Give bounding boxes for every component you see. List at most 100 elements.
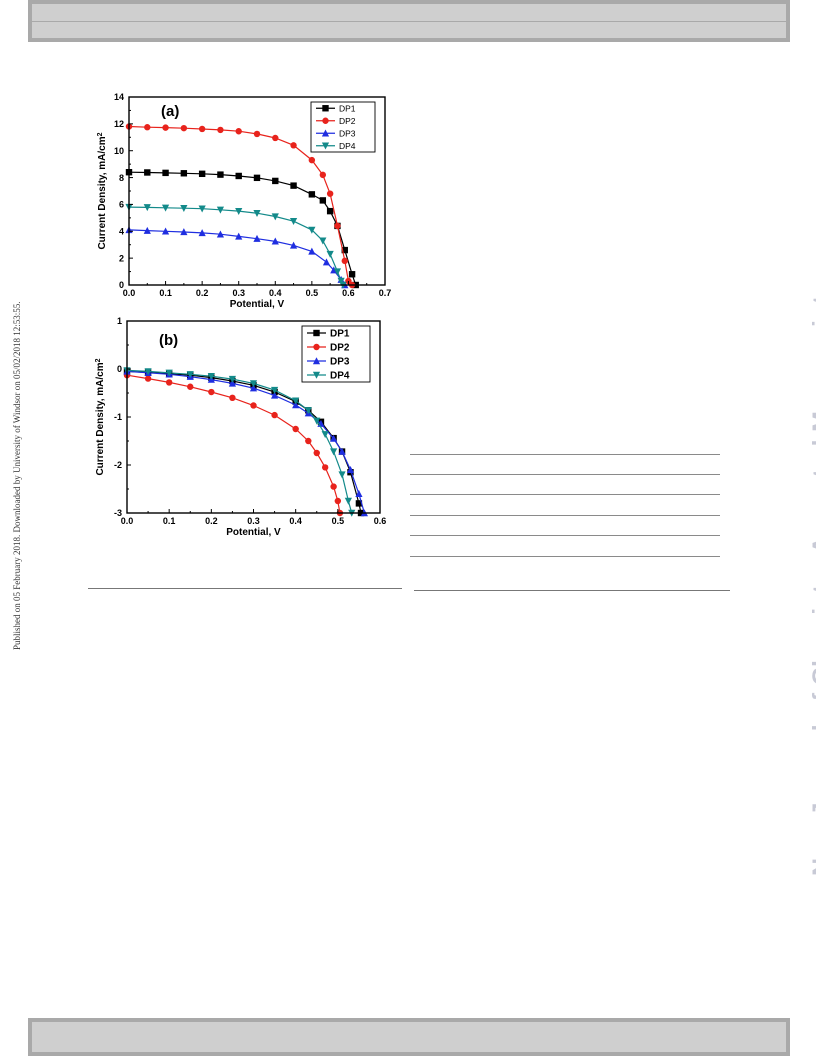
point-a-dp2: [319, 171, 327, 179]
y-axis-label-b: Current Density, mA/cm2: [95, 358, 107, 475]
point-b-dp4: [344, 497, 352, 505]
point-a-dp3: [198, 229, 206, 237]
series-a-dp2: [125, 123, 356, 289]
point-a-dp3: [161, 227, 170, 235]
point-b-dp2: [334, 497, 342, 505]
footer-band: [28, 1018, 790, 1056]
figure-rule: [88, 588, 402, 589]
point-a-dp2: [253, 130, 261, 138]
point-a-dp1: [290, 182, 297, 189]
point-b-dp2: [271, 411, 278, 419]
series-b-dp4: [123, 367, 356, 517]
y-tick-label-b: -3: [114, 508, 122, 518]
point-b-dp4: [330, 448, 338, 456]
legend-marker-dp2: [322, 117, 329, 124]
x-axis-label-a: Potential, V: [230, 299, 285, 310]
header-band: [28, 0, 790, 42]
point-a-dp1: [253, 174, 261, 182]
x-tick-label-a: 0.3: [232, 288, 245, 298]
point-a-dp4: [180, 204, 188, 212]
point-b-dp2: [229, 394, 236, 401]
point-b-dp2: [321, 464, 329, 471]
point-a-dp4: [308, 226, 316, 234]
series-b-dp1: [123, 368, 365, 517]
x-tick-label-a: 0.6: [342, 288, 355, 298]
point-b-dp4: [304, 407, 312, 415]
point-a-dp4: [326, 250, 334, 258]
point-a-dp4: [337, 277, 345, 285]
point-b-dp4: [249, 380, 258, 388]
x-tick-label-a: 0.1: [159, 288, 172, 298]
point-a-dp2: [180, 124, 188, 132]
point-a-dp1: [348, 271, 356, 278]
point-b-dp4: [338, 471, 346, 479]
point-b-dp2: [305, 437, 312, 445]
point-b-dp4: [321, 431, 329, 439]
point-a-dp1: [144, 169, 151, 176]
point-b-dp2: [313, 449, 320, 457]
point-a-dp2: [290, 142, 297, 149]
legend-label-dp2: DP2: [330, 342, 350, 353]
y-tick-label-a: 12: [114, 119, 124, 129]
x-tick-label-b: 0.2: [205, 516, 218, 526]
point-a-dp1: [198, 170, 206, 178]
point-a-dp4: [143, 204, 151, 212]
point-a-dp4: [161, 204, 170, 212]
point-a-dp1: [272, 177, 279, 185]
point-a-dp1: [180, 170, 188, 177]
table-rule: [410, 474, 720, 475]
point-a-dp3: [322, 258, 331, 266]
point-a-dp3: [308, 247, 316, 255]
y-tick-label-a: 10: [114, 146, 124, 156]
point-a-dp1: [162, 169, 169, 177]
point-a-dp3: [253, 234, 261, 242]
point-b-dp3: [355, 490, 363, 497]
x-axis-label-b: Potential, V: [226, 527, 281, 538]
y-tick-label-a: 14: [114, 92, 124, 102]
point-b-dp2: [292, 425, 299, 433]
point-b-dp4: [292, 397, 300, 405]
point-b-dp4: [270, 386, 279, 394]
legend-label-dp2: DP2: [339, 116, 356, 126]
series-b-dp3: [123, 367, 368, 517]
x-tick-label-a: 0.7: [379, 288, 392, 298]
point-a-dp1: [341, 246, 348, 254]
point-a-dp2: [235, 128, 242, 135]
legend-label-dp1: DP1: [339, 104, 356, 114]
point-a-dp1: [217, 171, 224, 178]
x-tick-label-b: 0.6: [374, 516, 387, 526]
x-tick-label-a: 0.5: [306, 288, 319, 298]
curve-a-dp4: [129, 206, 344, 285]
point-a-dp1: [308, 191, 316, 198]
legend-label-dp1: DP1: [330, 328, 350, 339]
point-a-dp4: [271, 213, 279, 221]
x-tick-label-b: 0.0: [121, 516, 134, 526]
table-bottom-rule: [414, 590, 730, 591]
y-tick-label-b: -2: [114, 460, 122, 470]
point-a-dp4: [319, 237, 327, 245]
curve-b-dp4: [127, 369, 353, 513]
table-rule: [410, 535, 720, 536]
point-b-dp2: [187, 383, 194, 390]
x-tick-label-b: 0.4: [289, 516, 302, 526]
point-b-dp4: [165, 369, 173, 377]
y-tick-label-a: 8: [119, 173, 124, 183]
publication-note: Published on 05 February 2018. Downloade…: [12, 301, 22, 650]
y-axis-label-a: Current Density, mA/cm2: [97, 132, 109, 249]
header-band-rule: [32, 21, 786, 22]
point-a-dp2: [162, 124, 169, 131]
point-a-dp4: [198, 205, 206, 213]
point-b-dp4: [228, 375, 237, 383]
point-a-dp2: [326, 190, 334, 197]
point-a-dp2: [272, 134, 279, 142]
point-b-dp2: [330, 483, 337, 490]
legend-b: DP1 DP2 DP3 DP4: [301, 325, 371, 383]
point-a-dp3: [235, 232, 243, 240]
series-b-dp2: [123, 372, 344, 517]
table-rule: [410, 454, 720, 455]
table-rule: [410, 494, 720, 495]
curve-b-dp3: [127, 370, 365, 513]
y-tick-label-b: -1: [114, 412, 122, 422]
point-a-dp4: [235, 207, 243, 215]
chart-b: 0.0 0.1 0.2 0.3 0.4 0.5 0.6 -3 -2 -1 0 1 Potential, …: [95, 316, 387, 538]
